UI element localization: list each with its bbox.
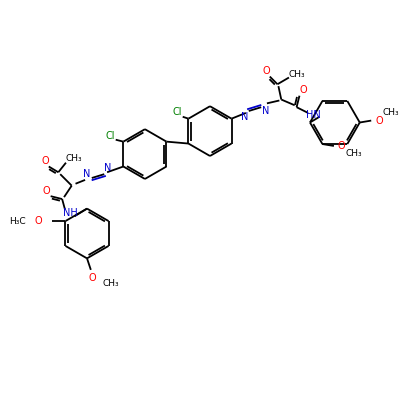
Text: O: O bbox=[375, 116, 383, 126]
Text: O: O bbox=[42, 186, 50, 196]
Text: NH: NH bbox=[63, 208, 78, 218]
Text: CH₃: CH₃ bbox=[345, 149, 362, 158]
Text: O: O bbox=[262, 66, 270, 76]
Text: O: O bbox=[41, 156, 49, 166]
Text: N: N bbox=[83, 169, 91, 179]
Text: CH₃: CH₃ bbox=[288, 70, 305, 79]
Text: N: N bbox=[241, 112, 249, 122]
Text: O: O bbox=[338, 141, 345, 151]
Text: Cl: Cl bbox=[105, 131, 115, 141]
Text: N: N bbox=[104, 164, 112, 174]
Text: O: O bbox=[89, 272, 96, 282]
Text: O: O bbox=[300, 85, 307, 95]
Text: HN: HN bbox=[306, 110, 321, 120]
Text: CH₃: CH₃ bbox=[383, 108, 399, 118]
Text: CH₃: CH₃ bbox=[102, 279, 119, 288]
Text: Cl: Cl bbox=[172, 107, 182, 117]
Text: O: O bbox=[35, 216, 42, 226]
Text: N: N bbox=[262, 106, 270, 116]
Text: CH₃: CH₃ bbox=[65, 154, 82, 163]
Text: H₃C: H₃C bbox=[9, 216, 25, 226]
